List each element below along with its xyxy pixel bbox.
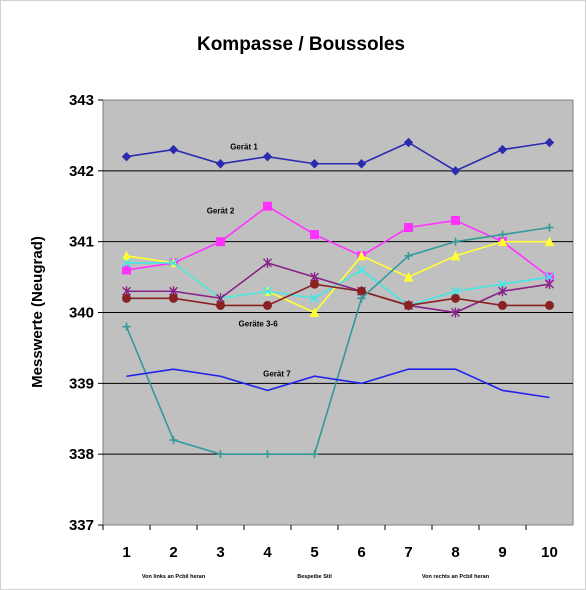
annotations: Gerät 1 Gerät 2 Geräte 3-6 Gerät 7 (207, 143, 292, 379)
series-6 (122, 279, 554, 310)
data-point (450, 250, 461, 261)
data-point (545, 300, 554, 310)
data-point (498, 300, 507, 310)
series-line (125, 226, 550, 455)
series-line (126, 205, 550, 278)
series-annotation: Geräte 3-6 (239, 320, 279, 329)
data-point (451, 215, 460, 225)
series-layer (121, 137, 555, 459)
data-point (403, 137, 414, 148)
data-point (404, 223, 413, 232)
data-point (544, 272, 555, 282)
data-point (121, 258, 132, 268)
data-point (263, 257, 272, 268)
data-point (122, 293, 131, 303)
data-point (544, 137, 555, 148)
data-point (263, 201, 272, 211)
data-point (310, 450, 319, 459)
data-point (263, 450, 272, 459)
data-point (451, 293, 460, 303)
series-annotation: Gerät 2 (207, 206, 235, 215)
y-tick-label: 340 (69, 305, 94, 322)
data-point (356, 250, 367, 261)
data-point (404, 251, 413, 260)
x-tick-label: 10 (541, 544, 558, 561)
data-point (122, 322, 131, 331)
data-point (497, 279, 508, 289)
y-axis-ticks: 337 338 339 340 341 342 343 (69, 92, 103, 534)
series-1 (121, 137, 555, 176)
footer-note: Von links an Pcbil heran (142, 574, 206, 580)
data-point (357, 286, 366, 296)
data-point (356, 265, 367, 275)
data-point (403, 271, 414, 282)
x-tick-label: 6 (357, 544, 365, 561)
data-point (216, 450, 225, 459)
series-annotation: Gerät 1 (230, 143, 258, 152)
y-tick-label: 339 (69, 375, 94, 392)
x-tick-label: 3 (216, 544, 224, 561)
data-point (168, 258, 179, 268)
data-point (121, 151, 132, 162)
data-point (450, 166, 461, 176)
data-point (498, 286, 507, 297)
data-point (451, 307, 460, 318)
series-line (126, 141, 550, 172)
y-tick-label: 338 (69, 446, 94, 463)
series-7 (122, 223, 554, 459)
series-annotation: Gerät 7 (263, 369, 291, 378)
data-point (121, 250, 132, 261)
y-tick-label: 337 (69, 517, 94, 534)
data-point (310, 230, 319, 240)
data-point (309, 307, 320, 317)
data-point (310, 279, 319, 289)
data-point (545, 223, 554, 232)
y-tick-label: 342 (69, 163, 94, 180)
y-tick-label: 343 (69, 92, 94, 109)
data-point (356, 159, 367, 169)
data-point (451, 237, 460, 246)
x-tick-label: 5 (310, 544, 318, 561)
data-point (497, 144, 508, 155)
data-point (169, 436, 178, 444)
series-8 (126, 368, 550, 399)
data-point (168, 144, 179, 155)
data-point (122, 265, 131, 275)
y-axis-label: Messwerte (Neugrad) (29, 236, 46, 388)
data-point (216, 237, 225, 247)
x-axis-ticks: 1 2 3 4 5 6 7 8 9 10 (102, 525, 558, 561)
series-line (126, 368, 550, 399)
x-tick-label: 4 (263, 544, 272, 561)
footer-note: Bespeibe Stil (297, 574, 332, 580)
data-point (262, 151, 273, 162)
data-point (544, 236, 555, 247)
footer-notes: Von links an Pcbil heran Bespeibe Stil Von… (142, 574, 490, 580)
data-point (450, 286, 461, 296)
data-point (404, 300, 413, 310)
data-point (263, 300, 272, 310)
gridlines (103, 170, 573, 455)
data-point (215, 159, 226, 169)
x-tick-label: 8 (451, 544, 459, 561)
data-point (309, 293, 320, 303)
x-tick-label: 9 (498, 544, 506, 561)
data-point (498, 230, 507, 239)
y-tick-label: 341 (69, 234, 94, 251)
x-tick-label: 7 (404, 544, 412, 561)
x-tick-label: 2 (169, 544, 177, 561)
data-point (262, 286, 273, 296)
chart-title: Kompasse / Boussoles (197, 34, 405, 55)
data-point (497, 236, 508, 247)
data-point (309, 159, 320, 169)
data-point (216, 300, 225, 310)
data-point (169, 293, 178, 303)
data-point (357, 294, 366, 303)
series-line (126, 283, 550, 307)
data-point (545, 279, 554, 290)
x-tick-label: 1 (122, 544, 130, 561)
footer-note: Von rechts an Pcbil heran (422, 574, 490, 580)
